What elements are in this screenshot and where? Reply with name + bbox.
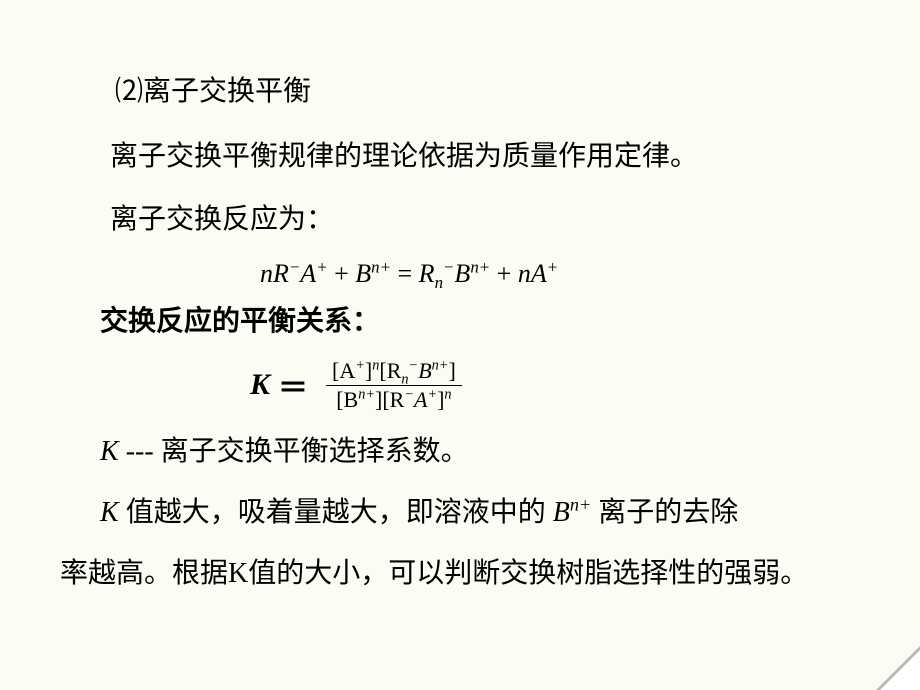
slide-body: ⑵离子交换平衡 离子交换平衡规律的理论依据为质量作用定律。 离子交换反应为： n… [0,0,920,596]
eq-term: B [454,259,470,288]
f-txt: [R [379,358,401,383]
eq-sup: + [547,258,558,277]
k-symbol-inline: K [100,497,119,528]
text-k-explain-2: 率越高。根据K值的大小，可以判断交换树脂选择性的强弱。 [60,552,860,597]
b-sup: n+ [570,494,591,514]
f-sup: n+ [432,358,449,374]
eq-sup: + [316,258,327,277]
f-sup: − [409,358,419,374]
text-equilibrium-label: 交换反应的平衡关系： [100,300,860,345]
eq-term: A [300,259,316,288]
equation-k-row: K ＝ [A+]n[Rn−Bn+] [Bn+][R−A+]n [250,358,860,412]
text-k-explain-1: K 值越大，吸着量越大，即溶液中的 Bn+ 离子的去除 [100,491,860,536]
eq-plus: + [328,259,356,288]
f-txt: [B [336,387,358,412]
eq-sup: n+ [470,258,490,277]
text-theory-basis: 离子交换平衡规律的理论依据为质量作用定律。 [110,135,860,180]
text-k-definition: K --- 离子交换平衡选择系数。 [100,430,860,475]
heading-line: ⑵离子交换平衡 [115,70,860,115]
k-symbol: K [250,368,270,402]
eq-equals: = [391,259,419,288]
txt: 离子的去除 [591,497,738,528]
txt: 值越大，吸着量越大，即溶液中的 [119,497,553,528]
k-def-text: 离子交换平衡选择系数。 [161,436,469,467]
f-sup: n+ [358,386,375,402]
f-txt: A [414,387,427,412]
eq-term: nR [260,259,289,288]
fraction-denominator: [Bn+][R−A+]n [326,386,462,412]
f-txt: ] [448,358,455,383]
f-sup: n [444,386,451,402]
b-symbol: B [553,497,570,528]
equation-ion-exchange: nR−A+ + Bn+ = Rn−Bn+ + nA+ [260,258,860,289]
f-sup: + [427,386,437,402]
eq-sup: − [443,258,454,277]
fraction: [A+]n[Rn−Bn+] [Bn+][R−A+]n [326,358,462,412]
f-txt: B [418,358,431,383]
fraction-numerator: [A+]n[Rn−Bn+] [326,358,462,385]
eq-term: R [419,259,435,288]
eq-plus: + [490,259,518,288]
f-sup: + [355,358,365,374]
f-txt: [A [332,358,355,383]
eq-term: B [355,259,371,288]
f-sup: − [404,386,414,402]
equals-sign: ＝ [278,363,308,407]
eq-term: nA [518,259,547,288]
f-txt: ][R [375,387,404,412]
text-reaction-label: 离子交换反应为： [110,198,860,243]
eq-sub: n [435,274,443,293]
eq-sup: − [289,258,300,277]
k-symbol-inline: K [100,436,119,467]
page-curl-icon [876,646,920,690]
eq-sup: n+ [371,258,391,277]
dash: --- [119,436,161,467]
